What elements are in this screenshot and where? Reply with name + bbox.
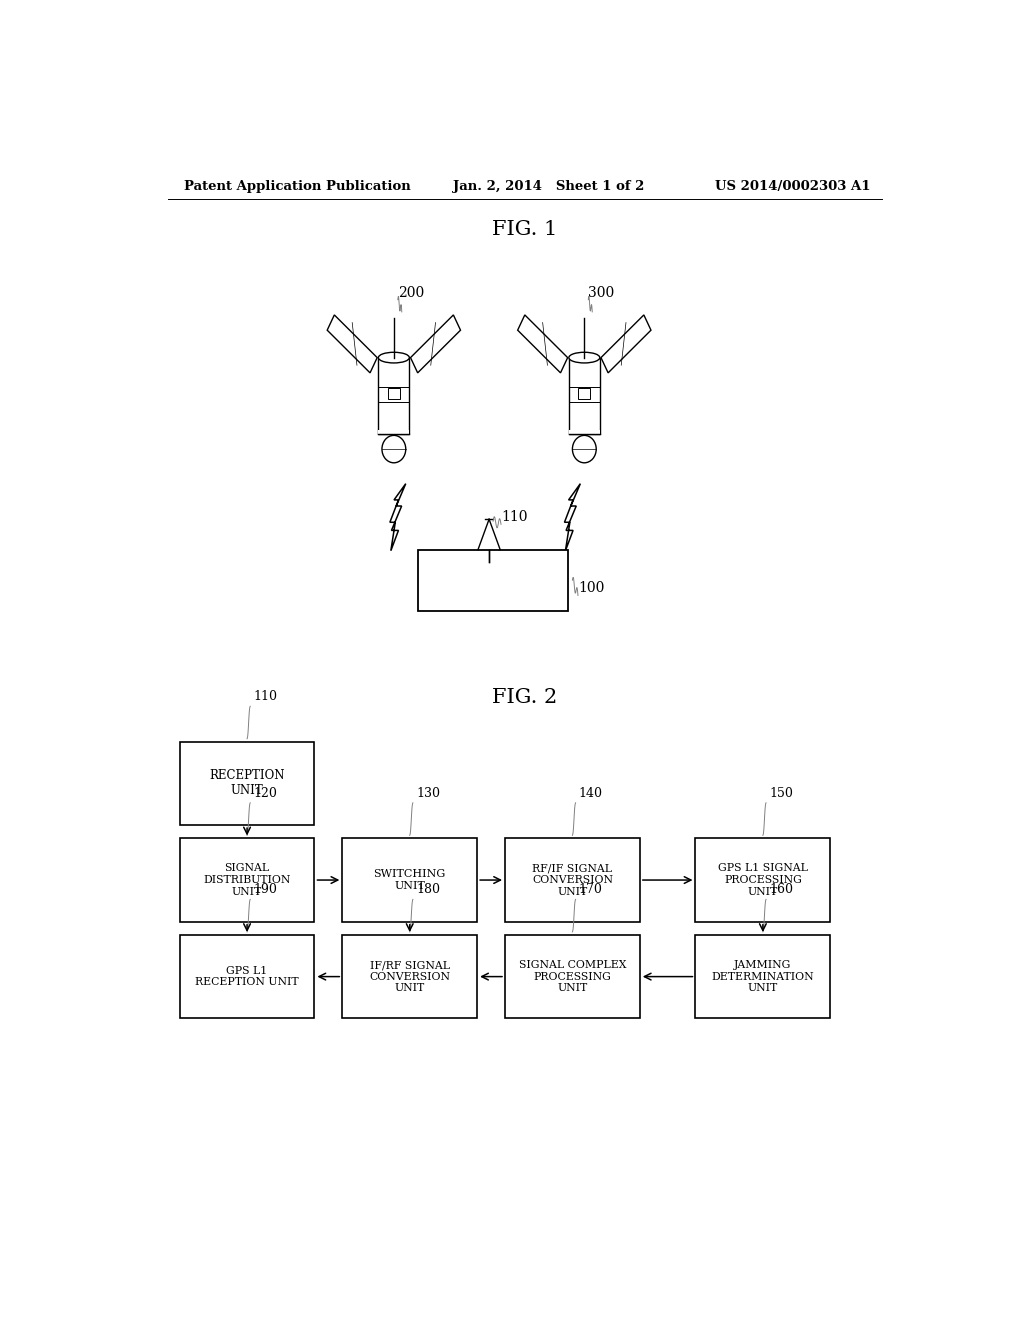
Text: 300: 300 xyxy=(588,285,614,300)
Text: 170: 170 xyxy=(579,883,603,896)
Text: GPS L1 SIGNAL
PROCESSING
UNIT: GPS L1 SIGNAL PROCESSING UNIT xyxy=(718,863,808,896)
Text: GPS L1
RECEPTION UNIT: GPS L1 RECEPTION UNIT xyxy=(196,966,299,987)
Text: Jan. 2, 2014   Sheet 1 of 2: Jan. 2, 2014 Sheet 1 of 2 xyxy=(454,181,645,193)
Ellipse shape xyxy=(572,436,596,463)
Bar xyxy=(695,935,830,1018)
Text: SIGNAL
DISTRIBUTION
UNIT: SIGNAL DISTRIBUTION UNIT xyxy=(204,863,291,896)
Text: SIGNAL COMPLEX
PROCESSING
UNIT: SIGNAL COMPLEX PROCESSING UNIT xyxy=(519,960,626,993)
Bar xyxy=(179,935,314,1018)
Text: 180: 180 xyxy=(416,883,440,896)
Text: 150: 150 xyxy=(769,787,794,800)
Text: US 2014/0002303 A1: US 2014/0002303 A1 xyxy=(715,181,870,193)
Ellipse shape xyxy=(382,436,406,463)
Bar xyxy=(505,838,640,921)
Bar xyxy=(505,935,640,1018)
Text: FIG. 1: FIG. 1 xyxy=(493,220,557,239)
Text: 160: 160 xyxy=(769,883,794,896)
Text: RF/IF SIGNAL
CONVERSION
UNIT: RF/IF SIGNAL CONVERSION UNIT xyxy=(531,863,613,896)
Text: 120: 120 xyxy=(253,787,278,800)
Ellipse shape xyxy=(569,352,600,363)
Text: 130: 130 xyxy=(416,787,440,800)
Text: IF/RF SIGNAL
CONVERSION
UNIT: IF/RF SIGNAL CONVERSION UNIT xyxy=(370,960,451,993)
Text: SWITCHING
UNIT: SWITCHING UNIT xyxy=(374,870,445,891)
Bar xyxy=(379,430,410,434)
Bar xyxy=(569,358,600,434)
Text: RECEPTION
UNIT: RECEPTION UNIT xyxy=(209,770,285,797)
Text: 100: 100 xyxy=(578,581,604,595)
Text: 110: 110 xyxy=(501,511,527,524)
Bar xyxy=(388,388,399,399)
Text: Patent Application Publication: Patent Application Publication xyxy=(183,181,411,193)
Bar xyxy=(379,358,410,434)
Bar xyxy=(579,388,590,399)
Text: FIG. 2: FIG. 2 xyxy=(493,688,557,706)
Bar xyxy=(342,838,477,921)
Bar xyxy=(179,742,314,825)
Bar xyxy=(695,838,830,921)
Text: JAMMING
DETERMINATION
UNIT: JAMMING DETERMINATION UNIT xyxy=(712,960,814,993)
Text: 190: 190 xyxy=(253,883,278,896)
Bar xyxy=(569,430,600,434)
Ellipse shape xyxy=(379,352,410,363)
Text: 140: 140 xyxy=(579,787,603,800)
Text: 110: 110 xyxy=(253,690,278,704)
Bar xyxy=(418,549,568,611)
Bar xyxy=(179,838,314,921)
Text: 200: 200 xyxy=(397,285,424,300)
Bar xyxy=(342,935,477,1018)
